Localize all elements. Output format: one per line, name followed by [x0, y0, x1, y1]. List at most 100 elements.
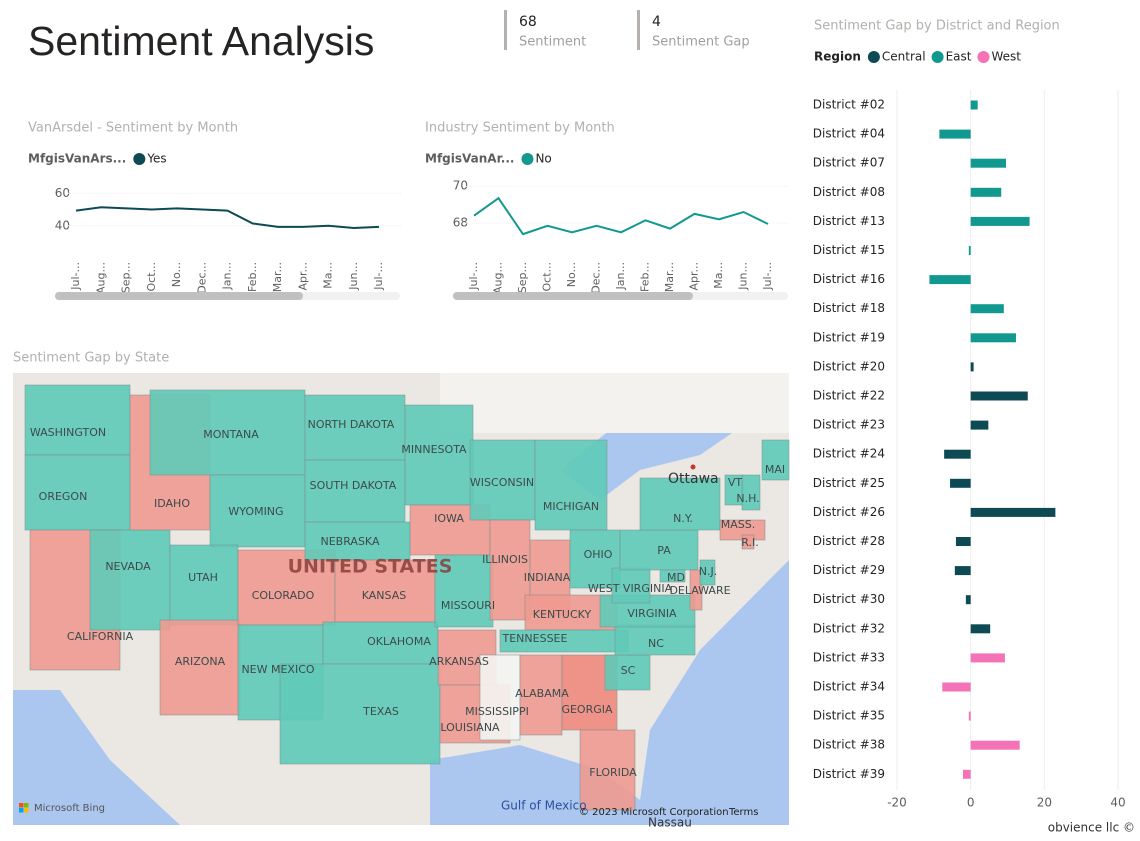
state-region[interactable] [169, 544, 239, 626]
bar[interactable] [970, 391, 1028, 401]
state-region[interactable] [434, 554, 494, 628]
bar[interactable] [970, 740, 1020, 750]
state-region[interactable] [469, 439, 536, 521]
state-region[interactable] [89, 529, 171, 631]
y-tick-label: District #23 [813, 418, 885, 432]
bar[interactable] [970, 187, 1002, 197]
x-tick-label: Oct... [145, 262, 158, 292]
state-region[interactable] [689, 569, 703, 611]
state-region[interactable] [741, 474, 761, 511]
state-region[interactable] [579, 729, 636, 811]
y-tick-label: District #26 [813, 505, 885, 519]
bar[interactable] [965, 595, 971, 605]
chart-title: Sentiment Gap by District and Region [814, 19, 1060, 34]
provider-logo [19, 803, 24, 808]
bar[interactable] [939, 129, 971, 139]
bar[interactable] [970, 362, 974, 372]
state-region[interactable] [569, 529, 621, 589]
provider-logo [24, 808, 29, 813]
provider-logo [19, 808, 24, 813]
state-region[interactable] [699, 559, 716, 586]
state-region[interactable] [304, 394, 406, 461]
state-label: TEXAS [362, 705, 399, 718]
y-tick-label: District #25 [813, 476, 885, 490]
x-tick-label: Jul-... [467, 262, 480, 291]
x-tick-label: No... [565, 262, 578, 287]
state-region[interactable] [404, 404, 474, 506]
state-region[interactable] [639, 477, 721, 531]
state-region[interactable] [304, 521, 411, 561]
state-region[interactable] [604, 654, 651, 691]
state-region[interactable] [322, 621, 439, 665]
x-tick-label: Mar... [663, 262, 676, 292]
state-label: LOUISIANA [440, 721, 500, 734]
state-label: MISSOURI [441, 599, 495, 612]
x-tick-label: Jul-... [761, 262, 774, 291]
state-label: NC [648, 637, 664, 650]
bar[interactable] [970, 420, 989, 430]
state-label: INDIANA [524, 571, 571, 584]
scrollbar-thumb[interactable] [55, 292, 303, 300]
state-label: WASHINGTON [30, 426, 106, 439]
state-region[interactable] [741, 534, 755, 550]
bar[interactable] [942, 682, 971, 692]
scrollbar-thumb[interactable] [453, 292, 693, 300]
chart-title: VanArsdel - Sentiment by Month [28, 121, 238, 136]
place-label: Ottawa [668, 471, 719, 487]
page-title: Sentiment Analysis [28, 18, 374, 64]
bar[interactable] [970, 624, 991, 634]
state-region[interactable] [24, 384, 131, 456]
bar[interactable] [968, 246, 971, 255]
bar[interactable] [950, 478, 971, 488]
state-region[interactable] [279, 663, 441, 765]
state-region[interactable] [659, 569, 686, 583]
state-label: ILLINOIS [482, 553, 528, 566]
x-tick-label: Dec... [195, 262, 208, 294]
bar[interactable] [968, 711, 971, 721]
state-region[interactable] [237, 549, 336, 626]
state-label: TENNESSEE [502, 632, 568, 645]
state-label: COLORADO [252, 589, 315, 602]
bar[interactable] [962, 769, 971, 779]
bar[interactable] [970, 507, 1056, 517]
legend-title: Region [814, 50, 861, 64]
state-region[interactable] [489, 519, 531, 621]
state-label: WEST VIRGINIA [588, 582, 673, 595]
legend-title: MfgisVanAr... [425, 152, 514, 166]
bar[interactable] [970, 333, 1016, 343]
state-region[interactable] [534, 439, 608, 531]
state-region[interactable] [479, 654, 521, 741]
state-region[interactable] [159, 619, 241, 716]
state-label: UTAH [188, 571, 218, 584]
bar[interactable] [970, 158, 1007, 168]
state-region[interactable] [24, 454, 131, 531]
state-label: PA [657, 544, 671, 557]
bar[interactable] [955, 537, 971, 546]
bar[interactable] [944, 449, 971, 459]
state-region[interactable] [619, 529, 699, 571]
bar[interactable] [970, 304, 1004, 314]
bar[interactable] [970, 216, 1030, 226]
bar[interactable] [970, 653, 1005, 663]
y-tick-label: District #35 [813, 709, 885, 723]
x-tick-label: Apr... [688, 262, 701, 291]
legend-label: No [535, 152, 551, 166]
map-ocean [13, 690, 180, 825]
bar[interactable] [954, 566, 971, 576]
legend-swatch [133, 153, 146, 165]
y-tick-label: District #29 [813, 563, 885, 577]
x-tick-label: Sep... [516, 262, 529, 293]
y-tick-label: District #04 [813, 127, 885, 141]
bar[interactable] [970, 100, 978, 110]
state-region[interactable] [761, 439, 790, 481]
state-region[interactable] [149, 389, 306, 476]
card-label: Sentiment Gap [652, 35, 750, 50]
bar[interactable] [929, 275, 971, 285]
y-tick-label: District #15 [813, 243, 885, 257]
card-divider [504, 10, 507, 50]
x-tick-label: Mar... [271, 262, 284, 292]
state-label: NORTH DAKOTA [308, 418, 395, 431]
terms-link[interactable]: Terms [728, 807, 758, 818]
x-tick-label: Ma... [712, 262, 725, 289]
state-label: KANSAS [362, 589, 406, 602]
